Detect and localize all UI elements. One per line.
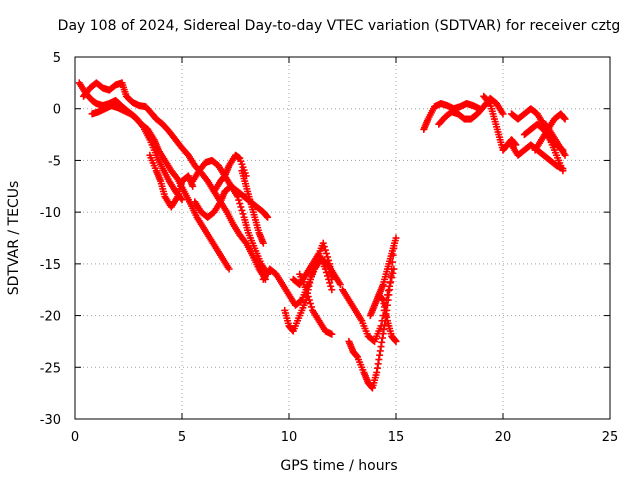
series-track-18 — [435, 94, 507, 128]
data-point — [322, 250, 330, 258]
y-tick-label: -5 — [48, 154, 61, 169]
data-point — [264, 213, 272, 221]
data-point — [303, 289, 311, 297]
data-point — [559, 165, 567, 173]
data-point — [561, 151, 569, 159]
data-point — [386, 279, 394, 287]
series-track-12 — [289, 250, 336, 294]
series-track-3 — [88, 102, 186, 204]
data-point — [328, 330, 336, 338]
series-track-8 — [238, 167, 267, 247]
x-tick-label: 15 — [388, 430, 405, 445]
data-point — [325, 275, 333, 283]
data-point — [237, 203, 245, 211]
data-point — [306, 300, 314, 308]
data-point — [307, 272, 315, 280]
x-tick-label: 5 — [178, 430, 186, 445]
data-point — [485, 98, 493, 106]
data-point — [320, 243, 328, 251]
data-point — [392, 234, 400, 242]
data-point — [327, 282, 335, 290]
y-tick-label: -30 — [40, 413, 61, 428]
data-point — [238, 206, 246, 214]
y-tick-label: -10 — [40, 206, 61, 221]
data-point — [302, 286, 310, 294]
data-point — [239, 210, 247, 218]
data-point — [387, 272, 395, 280]
data-point — [322, 268, 330, 276]
data-points — [75, 79, 569, 392]
y-axis-label: SDTVAR / TECUs — [6, 181, 22, 296]
x-tick-label: 0 — [71, 430, 79, 445]
series-track-24 — [542, 120, 569, 159]
data-point — [319, 239, 327, 247]
data-point — [324, 272, 332, 280]
data-point — [321, 246, 329, 254]
y-tick-label: 5 — [53, 51, 61, 66]
series-track-16 — [375, 234, 400, 299]
x-tick-label: 10 — [281, 430, 298, 445]
data-point — [321, 265, 329, 273]
data-point — [304, 293, 312, 301]
data-point — [306, 275, 314, 283]
series-track-7 — [210, 151, 250, 195]
data-point — [235, 196, 243, 204]
data-point — [561, 115, 569, 123]
y-tick-label: 0 — [53, 103, 61, 118]
x-tick-label: 25 — [602, 430, 619, 445]
chart-title: Day 108 of 2024, Sidereal Day-to-day VTE… — [58, 18, 621, 34]
data-point — [234, 193, 242, 201]
data-point — [325, 256, 333, 264]
data-point — [336, 281, 344, 289]
data-point — [236, 200, 244, 208]
series-track-15 — [366, 291, 400, 345]
series-track-6 — [191, 182, 272, 278]
data-point — [499, 110, 507, 118]
data-point — [259, 239, 267, 247]
y-tick-label: -25 — [40, 361, 61, 376]
data-point — [326, 279, 334, 287]
data-point — [324, 253, 332, 261]
data-point — [225, 265, 233, 273]
data-point — [392, 337, 400, 345]
data-point — [307, 303, 315, 311]
data-point — [305, 296, 313, 304]
data-point — [328, 286, 336, 294]
x-tick-label: 20 — [495, 430, 512, 445]
x-axis-label: GPS time / hours — [280, 458, 397, 474]
data-point — [386, 286, 394, 294]
data-point — [178, 196, 186, 204]
plot-frame — [74, 56, 611, 420]
y-tick-label: -15 — [40, 258, 61, 273]
axis-ticks: 0 5 10 15 20 25 5 0 -5 -10 -15 -20 -25 -30 — [40, 51, 619, 445]
y-tick-label: -20 — [40, 310, 61, 325]
